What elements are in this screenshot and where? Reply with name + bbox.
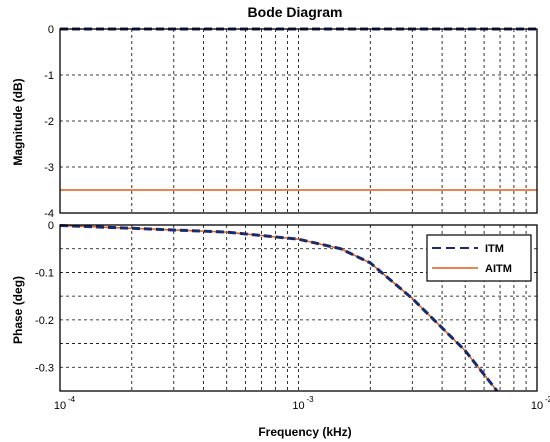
legend-aitm-label: AITM: [485, 263, 512, 275]
phase-ytick-label: -0.3: [35, 362, 54, 374]
xtick-exponent: -4: [68, 395, 76, 404]
magnitude-axis-label: Magnitude (dB): [11, 78, 25, 165]
phase-ytick-label: 0: [48, 220, 54, 232]
magnitude-panel: 0 -1 -2 -3 -4: [44, 24, 538, 220]
magnitude-axes-frame: [59, 28, 538, 214]
legend-box: [426, 234, 532, 282]
xtick-exponent: -3: [307, 395, 315, 404]
xtick-label: 10: [292, 400, 304, 412]
phase-axes-frame: [59, 224, 538, 392]
magnitude-ytick-label: -1: [44, 70, 54, 82]
phase-series-itm: [59, 224, 499, 392]
magnitude-ytick-label: 0: [48, 24, 54, 36]
magnitude-ytick-label: -3: [44, 162, 54, 174]
xtick-label: 10: [531, 400, 543, 412]
xtick-label: 10: [54, 400, 66, 412]
xtick-exponent: -2: [545, 395, 550, 404]
chart-title: Bode Diagram: [248, 4, 343, 20]
phase-ytick-label: -0.1: [35, 267, 54, 279]
x-axis-label: Frequency (kHz): [258, 425, 351, 439]
magnitude-ytick-label: -2: [44, 116, 54, 128]
legend-itm-label: ITM: [485, 243, 504, 255]
magnitude-ytick-label: -4: [44, 208, 54, 220]
phase-axis-label: Phase (deg): [11, 276, 25, 344]
legend: ITM AITM: [426, 234, 532, 282]
phase-ytick-label: -0.2: [35, 315, 54, 327]
